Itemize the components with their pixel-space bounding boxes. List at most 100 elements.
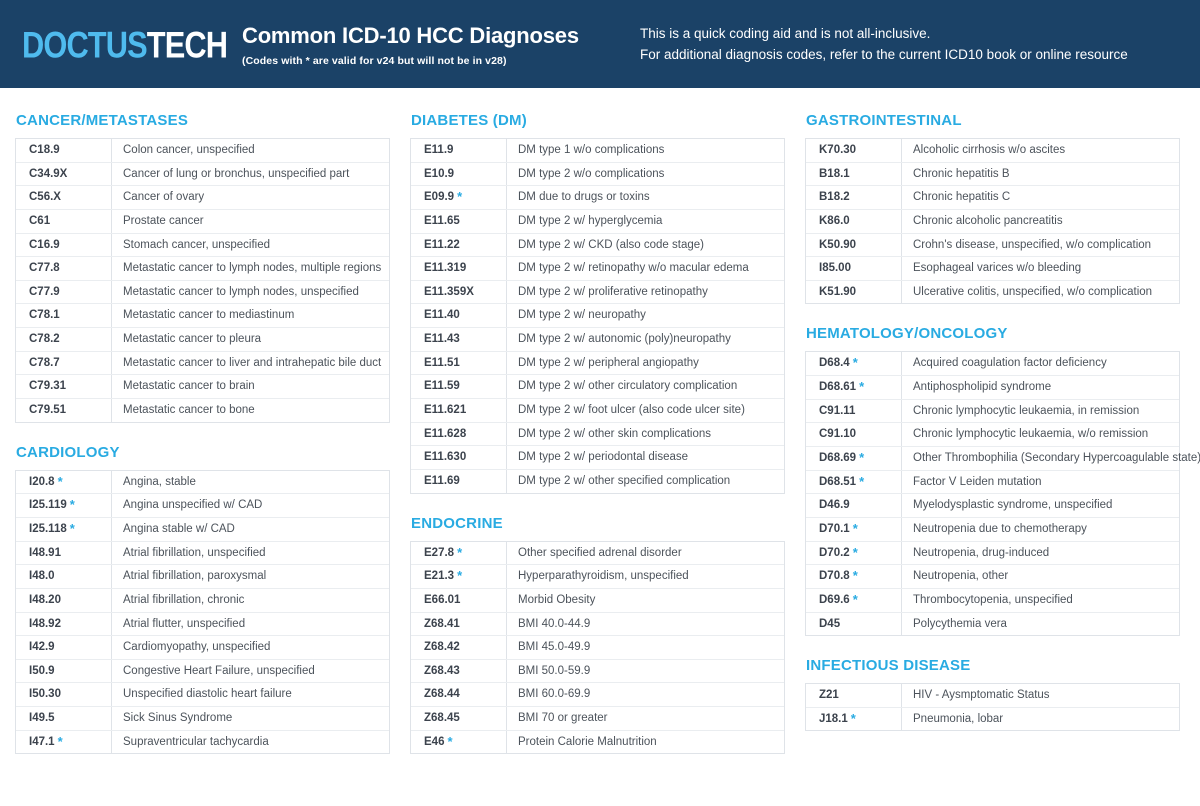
section-title: HEMATOLOGY/ONCOLOGY — [806, 325, 1008, 343]
code-cell: I48.20 — [16, 588, 112, 612]
code-cell: E11.9 — [411, 139, 507, 162]
description-cell: Angina, stable — [123, 475, 196, 488]
table-row: E11.9 DM type 1 w/o complications — [411, 139, 784, 163]
v24-asterisk-icon: * — [859, 473, 865, 489]
code-cell: C77.9 — [16, 280, 112, 304]
table-row: D46.9 Myelodysplastic syndrome, unspecifi… — [806, 494, 1179, 518]
code-cell: D68.61 * — [806, 376, 902, 399]
code-cell: K86.0 — [806, 209, 902, 233]
table-row: E10.9 DM type 2 w/o complications — [411, 162, 784, 187]
code-cell: E11.319 — [411, 257, 507, 280]
description-cell: Congestive Heart Failure, unspecified — [123, 664, 315, 677]
description-cell: Chronic lymphocytic leukaemia, in remiss… — [913, 404, 1140, 417]
description-cell: BMI 45.0-49.9 — [518, 641, 591, 654]
table-row: I42.9 Cardiomyopathy, unspecified — [16, 636, 389, 660]
table-row: B18.2 Chronic hepatitis C — [806, 186, 1179, 210]
description-cell: HIV - Aysmptomatic Status — [913, 689, 1050, 702]
table-row: B18.1 Chronic hepatitis B — [806, 162, 1179, 187]
logo-tech-text: TECH — [146, 24, 228, 66]
table-row: C79.51 Metastatic cancer to bone — [16, 399, 389, 422]
description-cell: Other Thrombophilia (Secondary Hypercoag… — [913, 452, 1200, 465]
code-cell: Z68.43 — [411, 659, 507, 683]
codes-table: C18.9 Colon cancer, unspecified C34.9X Canc… — [15, 138, 390, 423]
code-cell: I25.119 * — [16, 494, 112, 517]
code-cell: D68.4 * — [806, 352, 902, 376]
code-cell: I25.118 * — [16, 517, 112, 541]
code-cell: D45 — [806, 612, 902, 636]
code-cell: Z68.45 — [411, 707, 507, 730]
code-cell: Z68.41 — [411, 612, 507, 636]
v24-asterisk-icon: * — [457, 568, 463, 584]
code-cell: E66.01 — [411, 588, 507, 612]
table-row: C78.1 Metastatic cancer to mediastinum — [16, 304, 389, 329]
code-cell: B18.2 — [806, 186, 902, 209]
code-cell: I42.9 — [16, 636, 112, 659]
table-row: E11.630 DM type 2 w/ periodontal disease — [411, 446, 784, 470]
section-gastrointestinal: GASTROINTESTINAL K70.30 Alcoholic cirrhos… — [805, 112, 1180, 305]
description-cell: DM type 2 w/ retinopathy w/o macular ede… — [518, 262, 749, 275]
code-cell: I48.0 — [16, 565, 112, 588]
table-row: C91.11 Chronic lymphocytic leukaemia, in … — [806, 399, 1179, 424]
description-cell: DM type 2 w/ periodontal disease — [518, 451, 689, 464]
description-cell: Unspecified diastolic heart failure — [123, 688, 292, 701]
description-cell: Neutropenia, drug-induced — [913, 546, 1050, 559]
code-cell: C16.9 — [16, 233, 112, 257]
description-cell: DM type 2 w/ other circulatory complicat… — [518, 380, 738, 393]
table-row: I25.119 * Angina unspecified w/ CAD — [16, 494, 389, 518]
description-cell: Other specified adrenal disorder — [518, 546, 682, 559]
table-row: E11.43 DM type 2 w/ autonomic (poly)neuro… — [411, 328, 784, 352]
code-cell: D68.69 * — [806, 447, 902, 470]
table-row: D68.4 * Acquired coagulation factor defici… — [806, 352, 1179, 377]
header-note-line2: For additional diagnosis codes, refer to… — [640, 47, 1128, 62]
description-cell: Metastatic cancer to liver and intrahepa… — [123, 356, 382, 369]
table-row: E46 * Protein Calorie Malnutrition — [411, 730, 784, 754]
description-cell: Polycythemia vera — [913, 617, 1007, 630]
table-row: D68.61 * Antiphospholipid syndrome — [806, 376, 1179, 400]
code-cell: C61 — [16, 209, 112, 233]
description-cell: Pneumonia, lobar — [913, 712, 1004, 725]
description-cell: DM type 1 w/o complications — [518, 144, 665, 156]
table-row: D70.1 * Neutropenia due to chemotherapy — [806, 517, 1179, 542]
description-cell: BMI 40.0-44.9 — [518, 617, 591, 630]
description-cell: DM type 2 w/ hyperglycemia — [518, 214, 663, 227]
code-cell: E11.40 — [411, 304, 507, 328]
code-cell: C91.10 — [806, 423, 902, 447]
doctustech-logo: DOCTUSTECH — [22, 27, 228, 64]
header-note-line1: This is a quick coding aid and is not al… — [640, 26, 931, 42]
page-subtitle: (Codes with * are valid for v24 but will… — [242, 54, 507, 67]
code-cell: D69.6 * — [806, 588, 902, 612]
description-cell: Sick Sinus Syndrome — [123, 712, 233, 725]
description-cell: Neutropenia due to chemotherapy — [913, 522, 1087, 535]
description-cell: Morbid Obesity — [518, 593, 596, 606]
table-row: C16.9 Stomach cancer, unspecified — [16, 233, 389, 258]
code-cell: D46.9 — [806, 494, 902, 517]
description-cell: BMI 60.0-69.9 — [518, 688, 591, 701]
code-cell: Z21 — [806, 684, 902, 707]
code-cell: E11.51 — [411, 351, 507, 375]
table-row: C61 Prostate cancer — [16, 209, 389, 234]
table-row: E11.628 DM type 2 w/ other skin complicat… — [411, 422, 784, 447]
codes-table: E27.8 * Other specified adrenal disorder E2… — [410, 540, 785, 755]
table-row: C77.9 Metastatic cancer to lymph nodes, u… — [16, 280, 389, 305]
code-cell: I47.1 * — [16, 730, 112, 754]
column-1: CANCER/METASTASES C18.9 Colon cancer, uns… — [15, 88, 390, 755]
code-cell: C77.8 — [16, 257, 112, 280]
table-row: C78.2 Metastatic cancer to pleura — [16, 328, 389, 352]
description-cell: BMI 70 or greater — [518, 712, 608, 725]
code-cell: E21.3 * — [411, 565, 507, 588]
description-cell: Antiphospholipid syndrome — [913, 381, 1052, 394]
codes-table: I20.8 * Angina, stable I25.119 * Angina unspe… — [15, 469, 390, 755]
description-cell: Metastatic cancer to lymph nodes, unspec… — [123, 285, 359, 298]
table-row: Z68.45 BMI 70 or greater — [411, 707, 784, 731]
table-row: E11.359X DM type 2 w/ proliferative retin… — [411, 280, 784, 305]
v24-asterisk-icon: * — [852, 591, 858, 607]
code-cell: I48.91 — [16, 541, 112, 565]
code-cell: C78.2 — [16, 328, 112, 351]
table-row: K70.30 Alcoholic cirrhosis w/o ascites — [806, 139, 1179, 163]
description-cell: DM due to drugs or toxins — [518, 191, 650, 204]
table-row: I48.92 Atrial flutter, unspecified — [16, 612, 389, 637]
table-row: Z68.44 BMI 60.0-69.9 — [411, 683, 784, 708]
v24-asterisk-icon: * — [69, 520, 75, 536]
table-row: J18.1 * Pneumonia, lobar — [806, 707, 1179, 731]
table-row: I85.00 Esophageal varices w/o bleeding — [806, 257, 1179, 281]
